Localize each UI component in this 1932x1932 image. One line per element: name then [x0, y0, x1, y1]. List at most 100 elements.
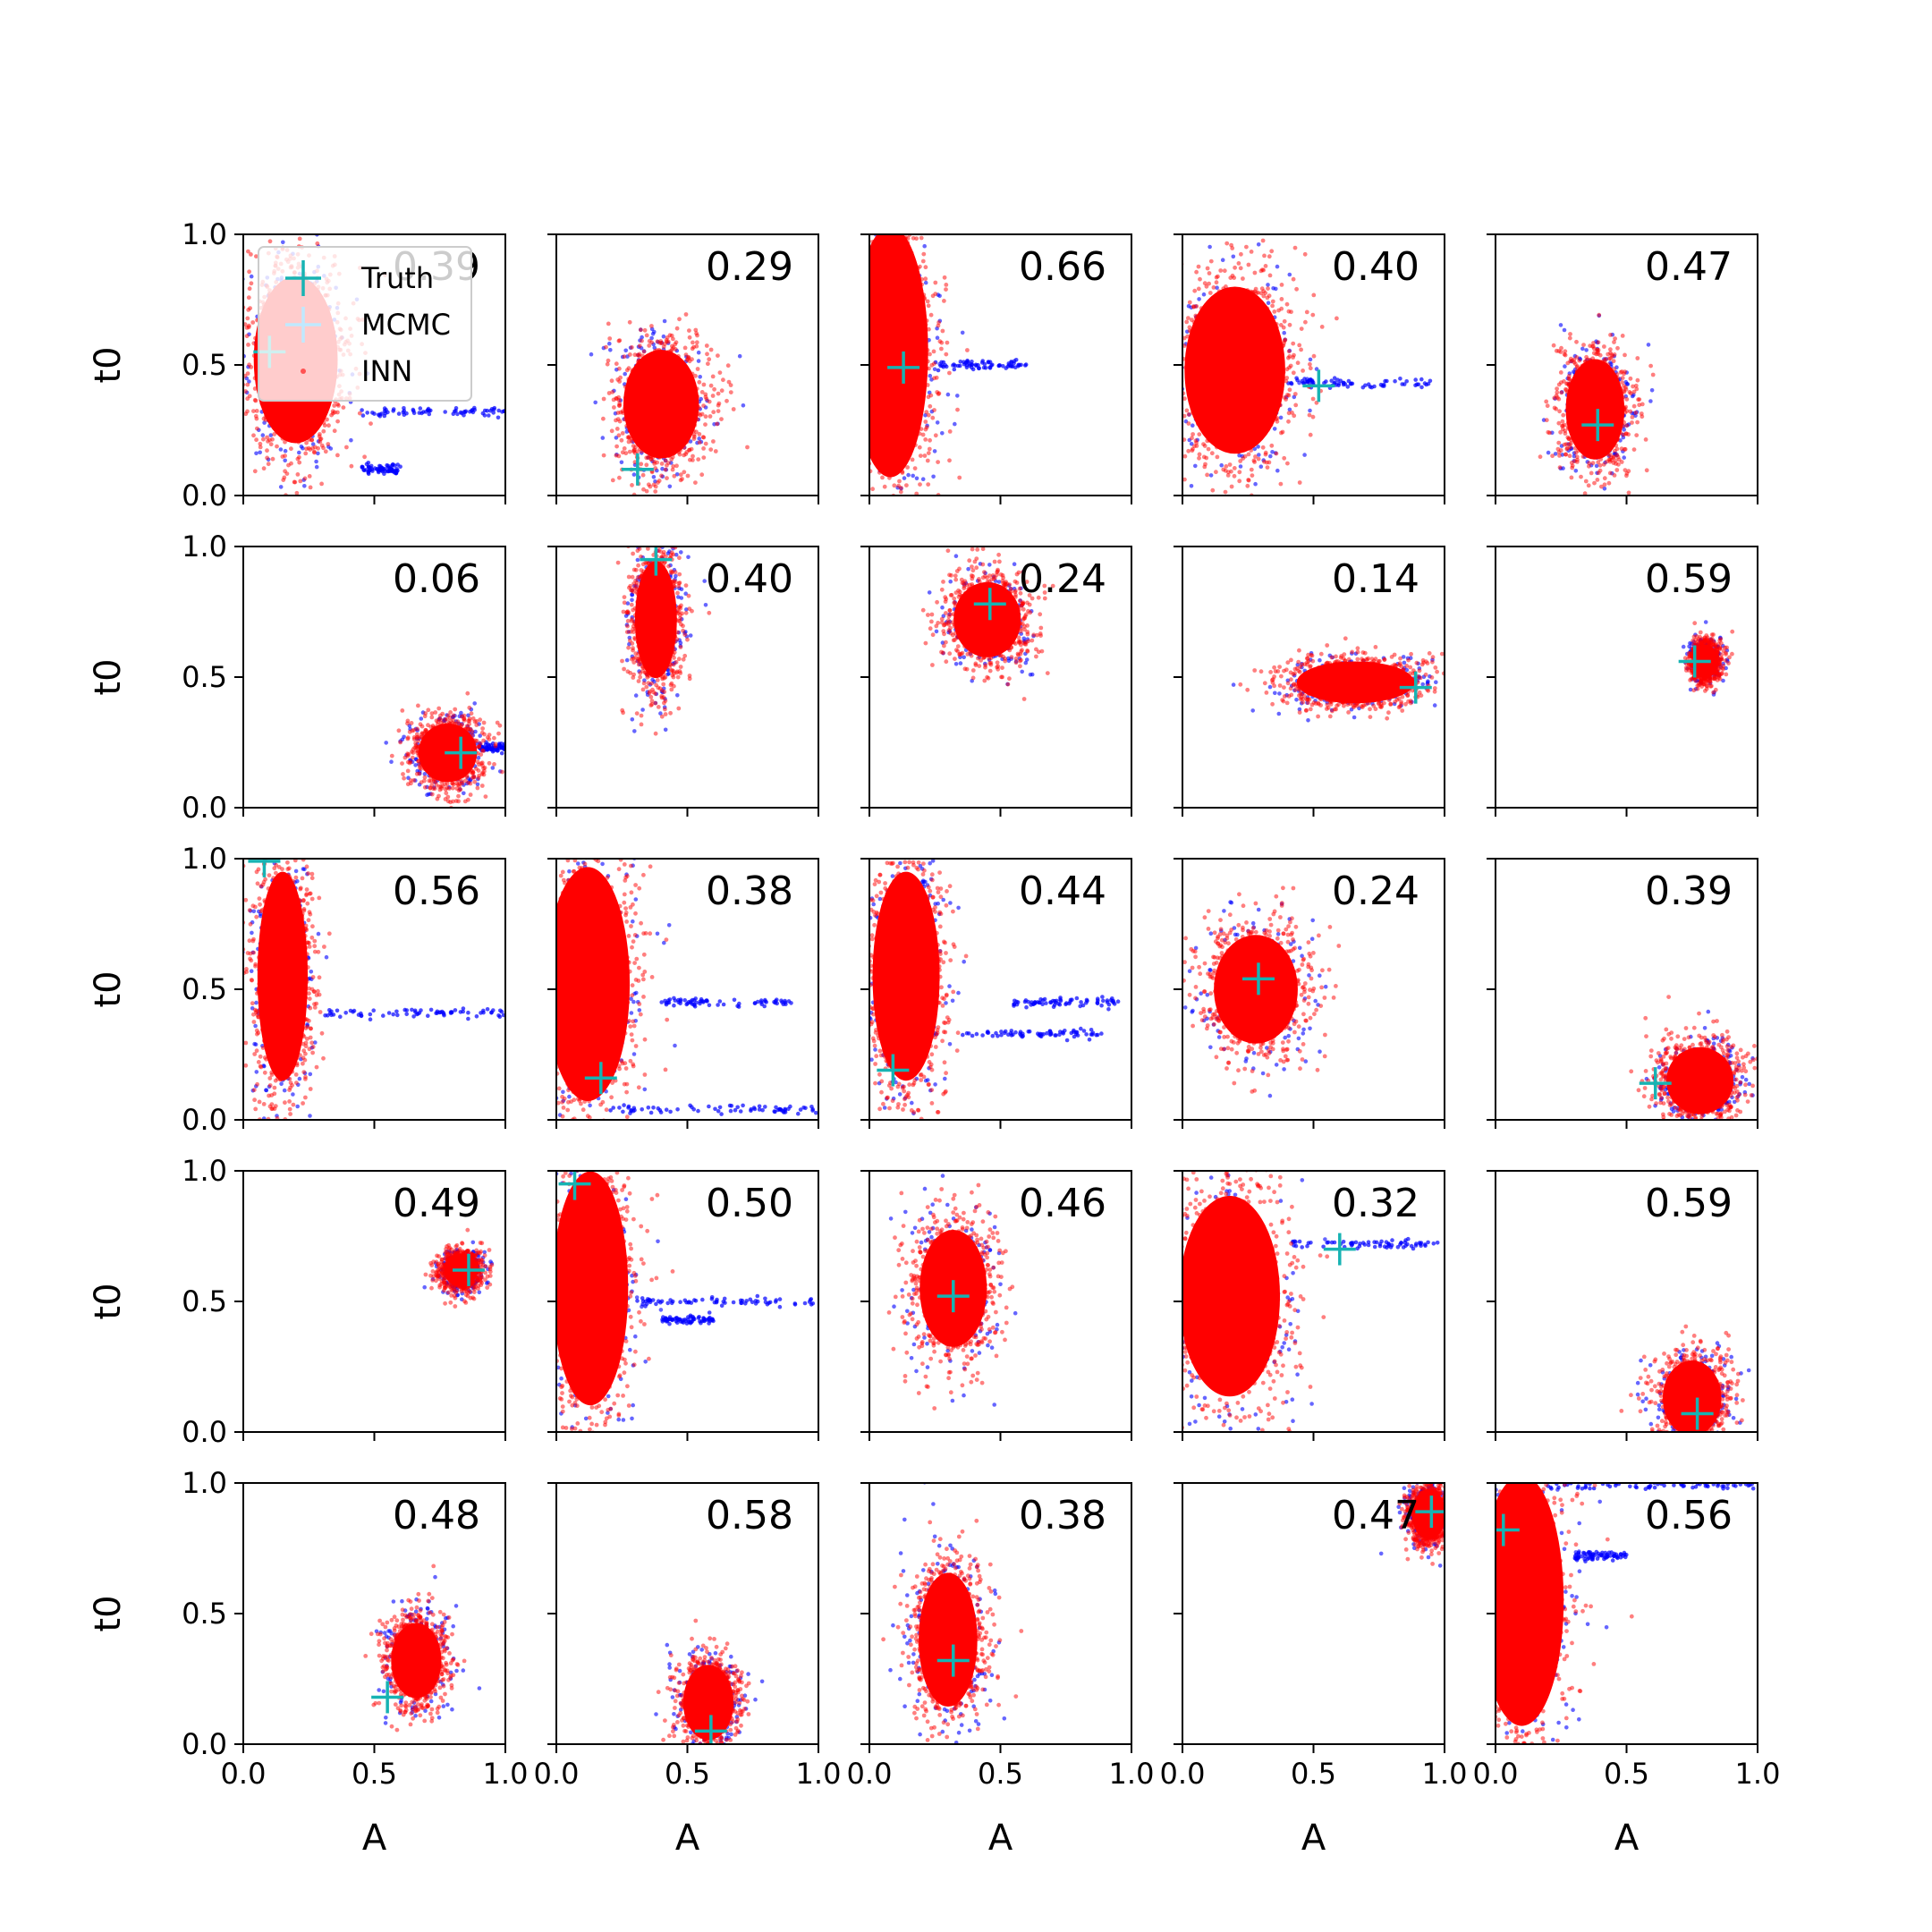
- inn-point: [1232, 328, 1236, 334]
- inn-point: [1248, 343, 1252, 348]
- mcmc-point: [417, 411, 422, 415]
- mcmc-point: [455, 411, 460, 417]
- inn-point: [870, 240, 876, 244]
- inn-point: [245, 409, 250, 414]
- inn-point: [1308, 432, 1313, 437]
- inn-point: [607, 336, 613, 341]
- inn-point: [1191, 432, 1195, 436]
- inn-point: [1303, 319, 1308, 325]
- inn-point: [665, 462, 669, 468]
- truth-marker: [1302, 369, 1335, 402]
- inn-point: [633, 372, 639, 377]
- mcmc-point: [458, 410, 463, 415]
- inn-point: [1214, 436, 1219, 441]
- inn-point: [335, 453, 340, 458]
- inn-point: [926, 451, 931, 455]
- inn-point: [667, 380, 673, 386]
- inn-point: [719, 417, 724, 421]
- inn-point: [644, 455, 649, 461]
- inn-point: [887, 445, 893, 451]
- inn-point: [710, 374, 716, 379]
- inn-point: [1222, 391, 1227, 396]
- mcmc-point: [1023, 363, 1028, 368]
- inn-point: [678, 472, 683, 478]
- inn-point: [646, 393, 651, 397]
- inn-point: [631, 368, 635, 372]
- inn-point: [623, 417, 627, 422]
- inn-point: [673, 440, 677, 445]
- inn-point: [649, 433, 654, 437]
- inn-point: [1289, 309, 1293, 315]
- inn-point: [674, 431, 680, 436]
- inn-point: [901, 425, 906, 430]
- inn-point: [691, 453, 695, 459]
- inn-point: [1232, 299, 1236, 304]
- inn-point: [888, 429, 894, 435]
- mcmc-point: [600, 436, 606, 440]
- inn-point: [879, 303, 885, 308]
- panel-score: 0.29: [706, 244, 793, 290]
- inn-point: [660, 369, 665, 374]
- inn-point: [1251, 322, 1257, 326]
- inn-point: [894, 344, 899, 349]
- inn-point: [1223, 397, 1228, 402]
- mcmc-point: [737, 353, 742, 359]
- inn-point: [626, 377, 631, 381]
- inn-point: [1204, 284, 1209, 289]
- inn-point: [1281, 325, 1286, 330]
- inn-point: [1257, 370, 1262, 376]
- inn-point: [698, 412, 703, 418]
- mcmc-point: [411, 407, 416, 412]
- inn-point: [890, 377, 895, 383]
- inn-point: [1248, 352, 1253, 357]
- inn-point: [265, 455, 269, 461]
- mcmc-point: [1253, 481, 1258, 487]
- inn-point: [1241, 329, 1246, 334]
- inn-point: [917, 306, 922, 310]
- mcmc-point: [1219, 462, 1224, 468]
- inn-point: [1240, 383, 1245, 388]
- inn-point: [270, 456, 275, 462]
- inn-point: [1268, 370, 1274, 376]
- inn-point: [1223, 299, 1228, 304]
- inn-point: [898, 420, 903, 426]
- inn-point: [1265, 322, 1269, 327]
- inn-point: [1208, 258, 1214, 264]
- inn-point: [1207, 271, 1212, 275]
- inn-point: [1275, 416, 1280, 420]
- inn-point: [1196, 264, 1201, 269]
- inn-point: [684, 358, 690, 362]
- inn-point: [1217, 365, 1223, 370]
- mcmc-point: [932, 449, 937, 453]
- inn-point: [1244, 378, 1250, 384]
- inn-point: [921, 357, 927, 361]
- mcmc-point: [302, 484, 307, 488]
- inn-point: [887, 330, 893, 335]
- inn-point: [649, 324, 654, 328]
- inn-point: [886, 401, 891, 405]
- inn-point: [609, 428, 614, 434]
- inn-point: [616, 403, 622, 408]
- mcmc-point: [1001, 364, 1005, 369]
- inn-point: [609, 378, 614, 384]
- inn-point: [1269, 443, 1275, 448]
- inn-point: [1261, 392, 1267, 397]
- inn-point: [1223, 489, 1228, 495]
- inn-point: [699, 390, 705, 394]
- inn-point: [1237, 335, 1242, 341]
- inn-point: [322, 423, 327, 428]
- mcmc-point: [1426, 381, 1431, 386]
- inn-point: [692, 423, 698, 428]
- inn-point: [869, 275, 875, 280]
- inn-point: [1291, 370, 1296, 376]
- inn-point: [316, 445, 320, 451]
- mcmc-point: [651, 475, 657, 479]
- inn-point: [885, 313, 889, 318]
- inn-point: [883, 284, 888, 289]
- inn-point: [1245, 428, 1250, 433]
- inn-point: [653, 466, 658, 470]
- inn-point: [881, 294, 886, 300]
- inn-point: [666, 370, 671, 376]
- inn-point: [704, 396, 709, 402]
